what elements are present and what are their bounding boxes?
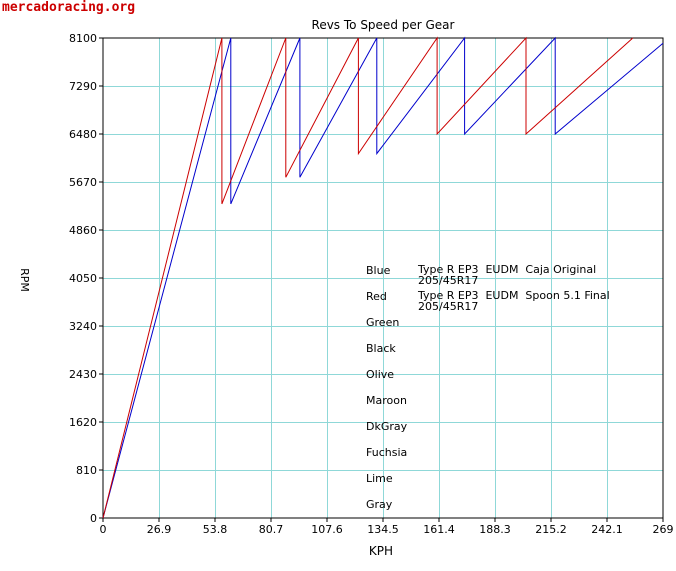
y-axis-ticks: 0 810 1620 2430 3240 4050 4860 5670 6480 7290 8100 <box>69 32 103 525</box>
legend-item-olive: Olive <box>366 368 395 381</box>
series-line-red <box>102 36 634 519</box>
x-tick-label: 161.4 <box>423 523 455 536</box>
x-axis-ticks: 0 26.9 53.8 80.7 107.6 134.5 161.4 188.3 215.2 24… <box>100 518 674 536</box>
legend-item-red: Red <box>366 290 387 303</box>
legend-item-lime: Lime <box>366 472 393 485</box>
legend-item-green: Green <box>366 316 400 329</box>
y-tick-label: 5670 <box>69 176 97 189</box>
y-tick-label: 4050 <box>69 272 97 285</box>
x-tick-label: 26.9 <box>147 523 172 536</box>
x-tick-label: 53.8 <box>203 523 228 536</box>
x-tick-label: 215.2 <box>535 523 567 536</box>
y-tick-label: 8100 <box>69 32 97 45</box>
legend-item-dkgray: DkGray <box>366 420 408 433</box>
y-tick-label: 1620 <box>69 416 97 429</box>
legend-description-red: Type R EP3 EUDM Spoon 5.1 Final 205/45R17 <box>418 290 610 312</box>
x-tick-label: 134.5 <box>367 523 399 536</box>
y-tick-label: 810 <box>76 464 97 477</box>
legend-description-line1: Type R EP3 EUDM Caja Original <box>418 263 597 276</box>
x-tick-label: 80.7 <box>259 523 284 536</box>
chart-grid <box>103 38 663 518</box>
y-tick-label: 3240 <box>69 320 97 333</box>
x-axis-label: KPH <box>369 544 393 558</box>
x-tick-label: 188.3 <box>479 523 511 536</box>
y-tick-label: 0 <box>90 512 97 525</box>
legend-description-blue: Type R EP3 EUDM Caja Original 205/45R17 <box>418 264 596 286</box>
legend-description-line1: Type R EP3 EUDM Spoon 5.1 Final <box>418 289 610 302</box>
watermark-text: mercadoracing.org <box>2 0 136 15</box>
y-tick-label: 2430 <box>69 368 97 381</box>
x-tick-label: 0 <box>100 523 107 536</box>
series-line-blue <box>102 36 664 519</box>
chart-series <box>102 36 664 519</box>
x-tick-label: 107.6 <box>311 523 343 536</box>
legend-item-maroon: Maroon <box>366 394 407 407</box>
legend-item-fuchsia: Fuchsia <box>366 446 408 459</box>
x-tick-label: 242.1 <box>591 523 623 536</box>
chart-title: Revs To Speed per Gear <box>312 18 455 32</box>
y-tick-label: 6480 <box>69 128 97 141</box>
legend-item-black: Black <box>366 342 396 355</box>
y-tick-label: 4860 <box>69 224 97 237</box>
legend-item-blue: Blue <box>366 264 391 277</box>
y-tick-label: 7290 <box>69 80 97 93</box>
legend-description-line2: 205/45R17 <box>418 300 479 313</box>
x-tick-label: 269 <box>653 523 674 536</box>
legend-item-gray: Gray <box>366 498 393 511</box>
legend-description-line2: 205/45R17 <box>418 274 479 287</box>
y-axis-label: RPM <box>18 268 31 292</box>
